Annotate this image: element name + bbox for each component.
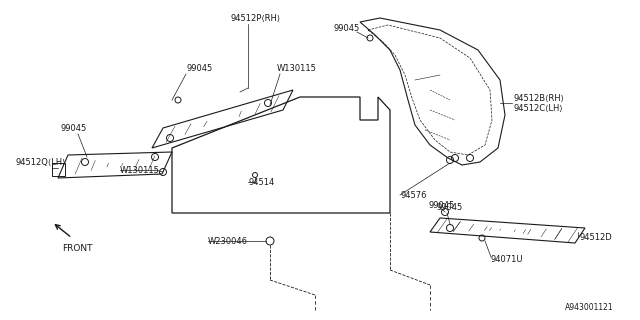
Text: 99045: 99045 (186, 63, 212, 73)
Text: 94512B⟨RH⟩: 94512B⟨RH⟩ (513, 93, 564, 102)
Text: 99045: 99045 (436, 203, 462, 212)
Text: 99045: 99045 (333, 23, 359, 33)
Text: 99045: 99045 (428, 201, 454, 210)
Text: W130115: W130115 (120, 165, 160, 174)
Text: W130115: W130115 (277, 63, 317, 73)
Text: FRONT: FRONT (62, 244, 93, 252)
Text: W230046: W230046 (208, 236, 248, 245)
Text: 94512Q⟨LH⟩: 94512Q⟨LH⟩ (15, 157, 65, 166)
Text: 94071U: 94071U (490, 255, 522, 265)
Text: 99045: 99045 (60, 124, 86, 132)
Text: 94512P⟨RH⟩: 94512P⟨RH⟩ (230, 13, 280, 22)
Text: 94512C⟨LH⟩: 94512C⟨LH⟩ (513, 103, 563, 113)
Text: 94512D: 94512D (580, 233, 612, 242)
Text: 94576: 94576 (400, 190, 426, 199)
Text: A943001121: A943001121 (565, 303, 614, 313)
Text: 94514: 94514 (248, 178, 275, 187)
